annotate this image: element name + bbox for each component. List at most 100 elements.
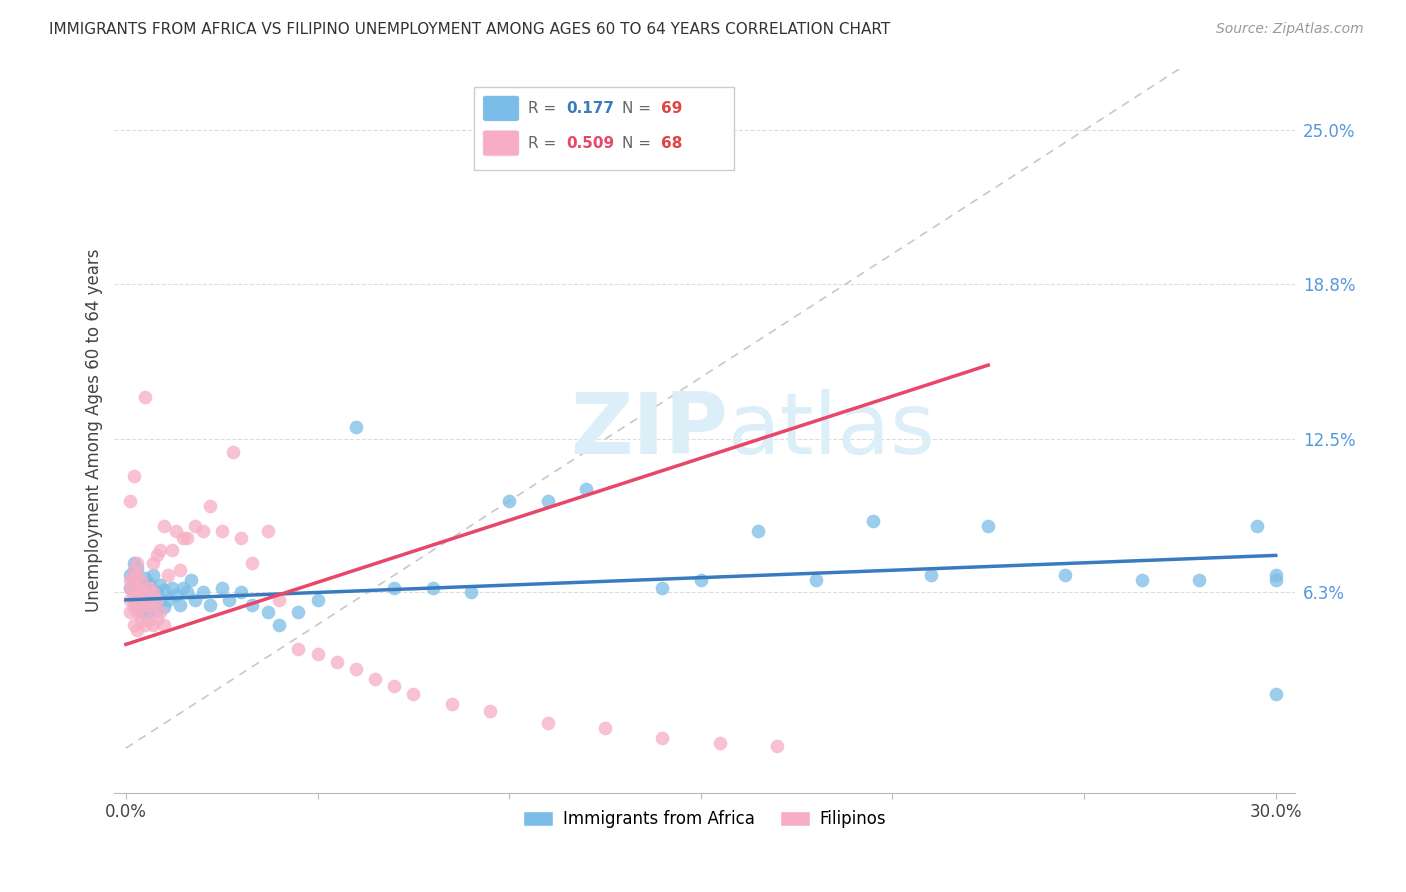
Filipinos <box>142 617 165 632</box>
Filipinos <box>149 543 172 558</box>
Filipinos <box>142 585 165 599</box>
Text: N =: N = <box>621 136 655 151</box>
Filipinos <box>127 593 149 607</box>
Immigrants from Africa <box>1053 568 1076 582</box>
FancyBboxPatch shape <box>482 95 519 121</box>
FancyBboxPatch shape <box>474 87 734 169</box>
Immigrants from Africa <box>191 585 214 599</box>
Filipinos <box>122 617 145 632</box>
Immigrants from Africa <box>138 593 160 607</box>
Immigrants from Africa <box>142 598 165 612</box>
Text: Source: ZipAtlas.com: Source: ZipAtlas.com <box>1216 22 1364 37</box>
Filipinos <box>142 600 165 615</box>
Immigrants from Africa <box>134 600 156 615</box>
Immigrants from Africa <box>422 581 444 595</box>
Filipinos <box>122 469 145 483</box>
Immigrants from Africa <box>134 571 156 585</box>
Text: 0.177: 0.177 <box>567 101 614 116</box>
Filipinos <box>129 598 152 612</box>
Filipinos <box>129 613 152 627</box>
Immigrants from Africa <box>165 588 187 602</box>
Filipinos <box>709 736 731 750</box>
Filipinos <box>122 563 145 577</box>
Immigrants from Africa <box>747 524 769 538</box>
Y-axis label: Unemployment Among Ages 60 to 64 years: Unemployment Among Ages 60 to 64 years <box>86 249 103 612</box>
Immigrants from Africa <box>229 585 252 599</box>
Immigrants from Africa <box>184 593 207 607</box>
Immigrants from Africa <box>1130 573 1153 587</box>
Filipinos <box>593 722 616 736</box>
Immigrants from Africa <box>122 556 145 570</box>
Filipinos <box>127 581 149 595</box>
Filipinos <box>211 524 233 538</box>
Filipinos <box>118 593 141 607</box>
Immigrants from Africa <box>804 573 827 587</box>
Filipinos <box>184 518 207 533</box>
Filipinos <box>229 531 252 545</box>
Immigrants from Africa <box>498 494 520 508</box>
Immigrants from Africa <box>862 514 884 528</box>
Immigrants from Africa <box>122 593 145 607</box>
Text: N =: N = <box>621 101 655 116</box>
Immigrants from Africa <box>180 573 202 587</box>
Filipinos <box>402 687 425 701</box>
Filipinos <box>651 731 673 746</box>
Immigrants from Africa <box>169 598 191 612</box>
Immigrants from Africa <box>307 593 329 607</box>
Filipinos <box>325 655 347 669</box>
Filipinos <box>256 524 278 538</box>
Filipinos <box>153 518 176 533</box>
Immigrants from Africa <box>145 603 167 617</box>
Filipinos <box>145 549 167 563</box>
Filipinos <box>344 662 367 676</box>
Filipinos <box>222 444 245 458</box>
Immigrants from Africa <box>138 605 160 619</box>
Filipinos <box>134 600 156 615</box>
Filipinos <box>191 524 214 538</box>
Filipinos <box>382 679 405 693</box>
Immigrants from Africa <box>218 593 240 607</box>
Immigrants from Africa <box>269 617 291 632</box>
Filipinos <box>127 568 149 582</box>
Filipinos <box>118 605 141 619</box>
Immigrants from Africa <box>127 575 149 590</box>
Immigrants from Africa <box>122 573 145 587</box>
Immigrants from Africa <box>149 593 172 607</box>
Filipinos <box>176 531 198 545</box>
Immigrants from Africa <box>256 605 278 619</box>
Immigrants from Africa <box>977 518 1000 533</box>
Text: atlas: atlas <box>728 389 936 472</box>
Filipinos <box>307 647 329 661</box>
Filipinos <box>129 582 152 597</box>
Immigrants from Africa <box>689 573 711 587</box>
Immigrants from Africa <box>122 563 145 577</box>
Immigrants from Africa <box>145 585 167 599</box>
Filipinos <box>138 581 160 595</box>
Filipinos <box>129 573 152 587</box>
Filipinos <box>200 499 222 513</box>
Filipinos <box>122 573 145 587</box>
Immigrants from Africa <box>651 581 673 595</box>
Filipinos <box>287 642 309 657</box>
Filipinos <box>118 494 141 508</box>
Filipinos <box>766 739 789 753</box>
Filipinos <box>138 613 160 627</box>
Immigrants from Africa <box>1188 573 1211 587</box>
Filipinos <box>127 623 149 637</box>
Text: R =: R = <box>527 136 561 151</box>
Filipinos <box>122 600 145 615</box>
Immigrants from Africa <box>138 575 160 590</box>
Filipinos <box>118 581 141 595</box>
Immigrants from Africa <box>200 598 222 612</box>
Immigrants from Africa <box>1264 568 1286 582</box>
Filipinos <box>138 598 160 612</box>
Text: ZIP: ZIP <box>571 389 728 472</box>
Immigrants from Africa <box>129 593 152 607</box>
Immigrants from Africa <box>118 581 141 595</box>
Immigrants from Africa <box>129 605 152 619</box>
Immigrants from Africa <box>118 568 141 582</box>
Filipinos <box>127 605 149 619</box>
Immigrants from Africa <box>172 581 194 595</box>
Filipinos <box>149 605 172 619</box>
Immigrants from Africa <box>382 581 405 595</box>
